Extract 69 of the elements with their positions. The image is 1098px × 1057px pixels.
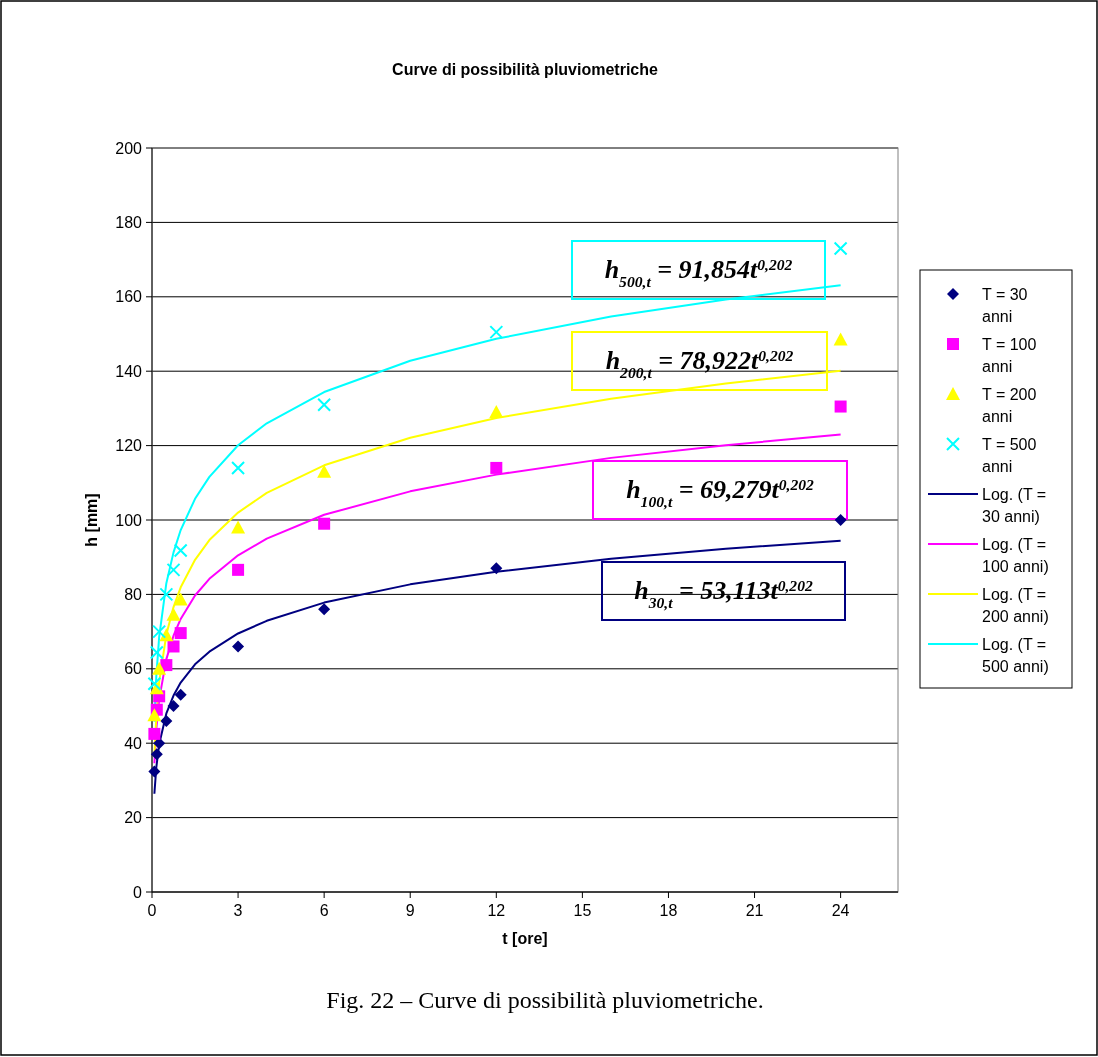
point (489, 405, 504, 419)
chart-title: Curve di possibilità pluviometriche (392, 61, 659, 78)
y-tick-label: 200 (115, 139, 143, 157)
point (317, 397, 332, 412)
y-tick-label: 160 (115, 288, 143, 306)
y-tick-label: 20 (124, 809, 143, 827)
point (166, 607, 181, 621)
point (166, 562, 181, 577)
point (318, 517, 331, 530)
legend-label: T = 200 anni (982, 385, 1037, 425)
y-tick-label: 180 (115, 214, 143, 231)
legend-label: Log. (T = 30 anni) (982, 485, 1047, 525)
legend-label: Log. (T = 500 anni) (982, 635, 1049, 675)
point (834, 514, 847, 526)
point (150, 748, 163, 761)
x-tick-label: 9 (405, 902, 415, 919)
y-tick-label: 40 (124, 734, 143, 752)
x-tick-label: 24 (831, 902, 850, 919)
point (160, 714, 173, 727)
point (174, 627, 187, 640)
caption: Fig. 22 – Curve di possibilità pluviometriche. (326, 987, 764, 1013)
point (232, 563, 245, 576)
y-axis-title: h [mm] (83, 493, 100, 547)
point (231, 520, 246, 534)
point (490, 461, 503, 474)
x-axis-title: t [ore] (502, 930, 548, 947)
y-tick-label: 0 (133, 883, 143, 901)
point (232, 640, 245, 653)
legend-label: Log. (T = 200 anni) (982, 585, 1049, 625)
x-tick-label: 18 (659, 902, 678, 919)
legend-label: T = 500 anni (982, 435, 1037, 475)
point (489, 325, 504, 340)
point (833, 241, 848, 256)
point (174, 688, 187, 701)
point (159, 628, 174, 642)
annotation: h$_{500,t}$ = 91,854t$^{0,202}$ (604, 255, 793, 290)
point (167, 700, 180, 712)
y-tick-label: 80 (124, 586, 143, 603)
point (834, 400, 847, 413)
x-tick-label: 3 (233, 902, 243, 919)
point (159, 587, 174, 602)
point (318, 603, 331, 616)
x-tick-label: 6 (319, 902, 329, 919)
legend-label: T = 30 anni (982, 285, 1028, 325)
x-tick-label: 12 (487, 902, 506, 919)
point (149, 645, 164, 660)
point (152, 624, 167, 639)
y-tick-label: 100 (115, 511, 143, 529)
point (173, 592, 188, 606)
point (173, 543, 188, 558)
point (317, 464, 332, 478)
point (147, 708, 162, 722)
point (148, 727, 161, 740)
y-tick-label: 120 (115, 437, 143, 455)
x-tick-label: 0 (147, 902, 157, 919)
x-tick-label: 15 (573, 902, 592, 919)
annotation: h$_{100,t}$ = 69,279t$^{0,202}$ (626, 475, 815, 510)
y-tick-label: 60 (124, 660, 143, 678)
point (833, 332, 848, 346)
legend-label: T = 100 anni (982, 335, 1037, 375)
point (152, 661, 167, 675)
y-tick-label: 140 (115, 362, 143, 380)
point (231, 460, 246, 475)
x-tick-label: 21 (745, 902, 764, 919)
legend-label: Log. (T = 100 anni) (982, 535, 1049, 575)
point (147, 676, 162, 691)
point (148, 765, 161, 778)
point (490, 562, 503, 575)
point (167, 640, 180, 653)
